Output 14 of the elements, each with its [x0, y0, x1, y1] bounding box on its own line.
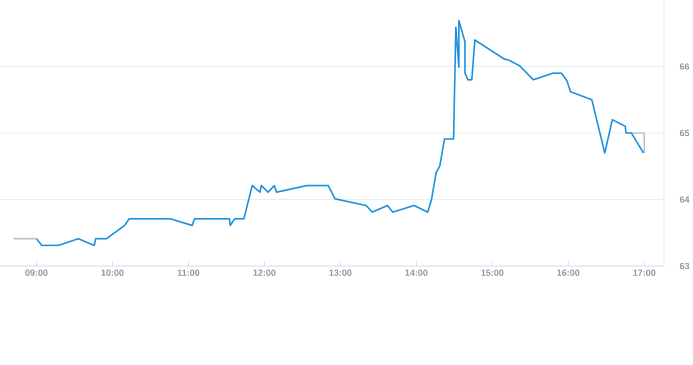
y-tick-label: 65 — [680, 130, 690, 136]
x-tick-label: 15:00 — [481, 270, 504, 276]
x-tick-label: 17:00 — [633, 270, 656, 276]
x-tick-label: 11:00 — [178, 270, 200, 276]
x-tick-label: 12:00 — [253, 270, 276, 276]
y-tick-label: 66 — [680, 63, 690, 70]
x-tick-label: 13:00 — [329, 270, 352, 276]
x-tick-label: 14:00 — [405, 270, 428, 276]
y-tick-label: 64 — [680, 196, 690, 203]
line-series — [36, 20, 644, 246]
x-tick-label: 16:00 — [557, 270, 580, 276]
y-tick-label: 63 — [680, 262, 690, 270]
x-tick-label: 09:00 — [25, 270, 48, 276]
x-tick-label: 10:00 — [102, 270, 124, 276]
